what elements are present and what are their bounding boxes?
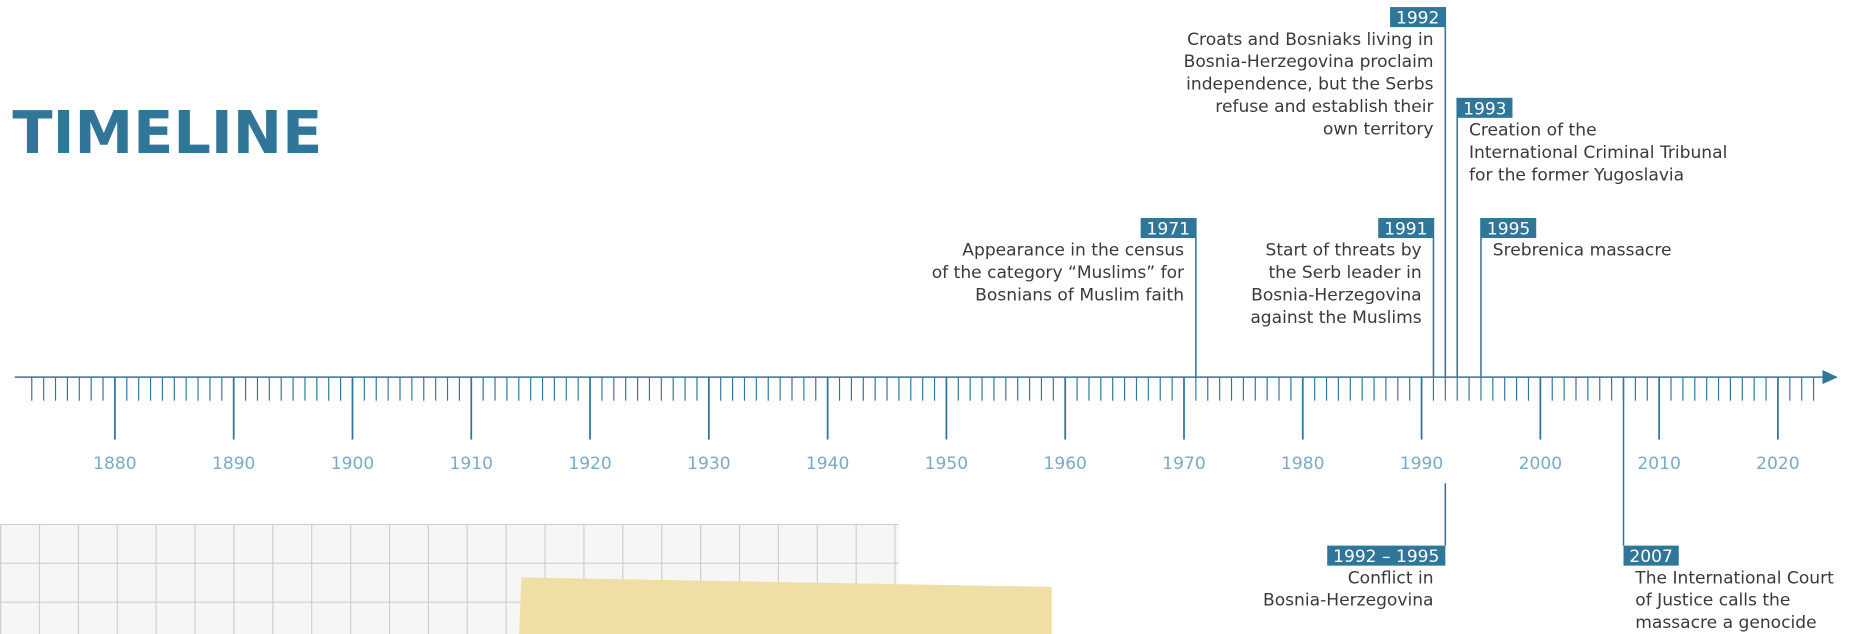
event-text: Croats and Bosniaks living in bbox=[1187, 30, 1433, 50]
axis-label: 1980 bbox=[1281, 454, 1324, 474]
title: TIMELINE bbox=[12, 98, 322, 167]
axis-label: 1900 bbox=[331, 454, 374, 474]
event-text: Appearance in the census bbox=[962, 241, 1184, 261]
event-year: 1993 bbox=[1463, 99, 1506, 119]
event-text: against the Muslims bbox=[1250, 308, 1421, 328]
event-text: of the category “Muslims” for bbox=[932, 263, 1185, 283]
event-text: International Criminal Tribunal bbox=[1469, 143, 1727, 163]
event-text: Start of threats by bbox=[1266, 241, 1422, 261]
event-text: Bosnians of Muslim faith bbox=[975, 286, 1184, 306]
axis-label: 2000 bbox=[1519, 454, 1562, 474]
event-text: for the former Yugoslavia bbox=[1469, 165, 1684, 185]
axis-label: 1910 bbox=[450, 454, 493, 474]
event-text: Creation of the bbox=[1469, 121, 1597, 141]
timeline: TIMELINE 1880 1890 1900 1910 1920 1930 1940 195… bbox=[0, 0, 1849, 634]
event-text: of Justice calls the bbox=[1635, 591, 1790, 611]
axis-label: 1880 bbox=[93, 454, 136, 474]
axis-label: 1920 bbox=[568, 454, 611, 474]
axis-label: 1950 bbox=[925, 454, 968, 474]
paper-decoration bbox=[1, 524, 1052, 634]
event-year: 1992 – 1995 bbox=[1333, 547, 1439, 567]
axis-label: 1890 bbox=[212, 454, 255, 474]
axis-label: 2020 bbox=[1756, 454, 1799, 474]
event-year: 1991 bbox=[1384, 220, 1427, 240]
event-text: own territory bbox=[1323, 119, 1434, 139]
event-text: Bosnia-Herzegovina bbox=[1263, 591, 1434, 611]
event-text: Conflict in bbox=[1348, 568, 1434, 588]
event-text: Bosnia-Herzegovina proclaim bbox=[1184, 52, 1434, 72]
axis-label: 1970 bbox=[1162, 454, 1205, 474]
event-year: 1992 bbox=[1396, 9, 1439, 29]
event-text: The International Court bbox=[1634, 568, 1834, 588]
axis-label: 1990 bbox=[1400, 454, 1443, 474]
axis-label: 1940 bbox=[806, 454, 849, 474]
event-text: Bosnia-Herzegovina bbox=[1251, 286, 1422, 306]
axis-arrow bbox=[1822, 370, 1837, 384]
axis-label: 2010 bbox=[1637, 454, 1680, 474]
event-year: 1995 bbox=[1487, 220, 1530, 240]
event-year: 2007 bbox=[1629, 547, 1672, 567]
axis-label: 1960 bbox=[1043, 454, 1086, 474]
page: TIMELINE 1880 1890 1900 1910 1920 1930 1940 195… bbox=[0, 0, 1849, 634]
event-text: Srebrenica massacre bbox=[1493, 241, 1672, 261]
event-year: 1971 bbox=[1147, 220, 1190, 240]
event-text: the Serb leader in bbox=[1268, 263, 1421, 283]
event-text: independence, but the Serbs bbox=[1186, 75, 1433, 95]
axis-label: 1930 bbox=[687, 454, 730, 474]
event-text: massacre a genocide bbox=[1635, 613, 1816, 633]
event-text: refuse and establish their bbox=[1215, 97, 1434, 117]
